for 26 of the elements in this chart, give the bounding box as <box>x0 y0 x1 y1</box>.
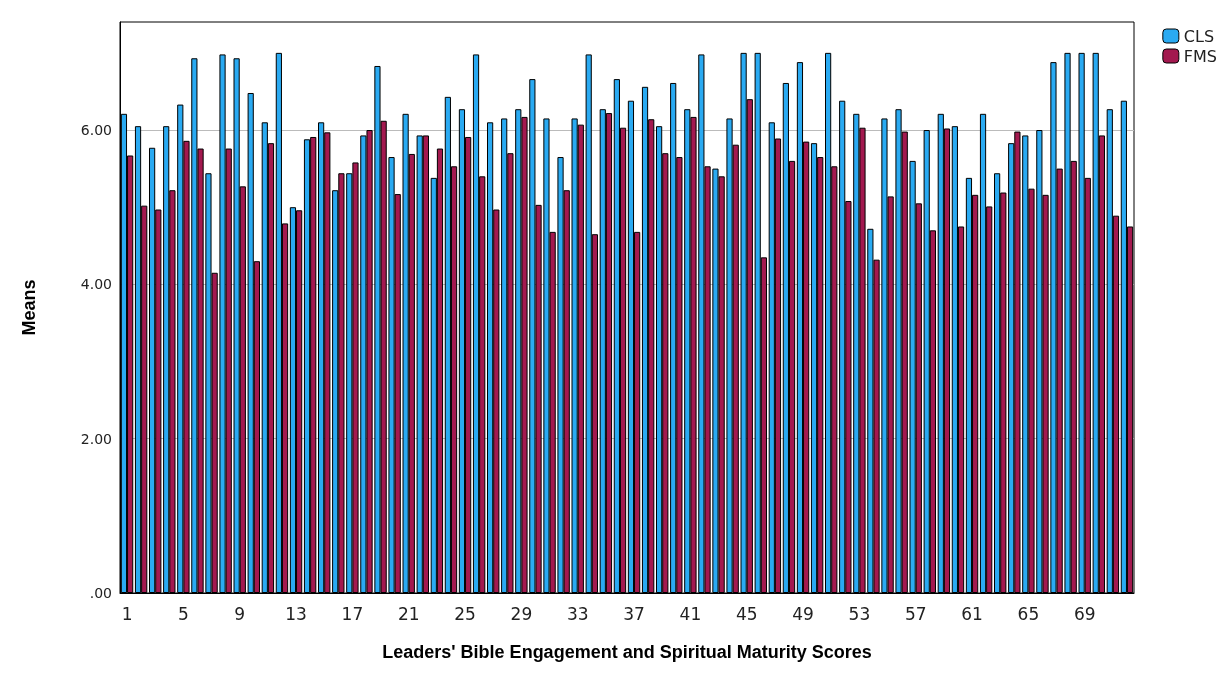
x-tick-label: 13 <box>285 603 307 624</box>
x-tick-label: 49 <box>792 603 814 624</box>
x-tick-label: 57 <box>904 603 927 624</box>
legend-label: FMS <box>1183 46 1218 66</box>
x-tick-label: 53 <box>848 603 871 624</box>
y-tick-label: 2.00 <box>80 430 112 447</box>
y-axis-title: Means <box>19 279 39 336</box>
x-tick-label: 37 <box>623 603 645 624</box>
x-tick-label: 65 <box>1017 603 1040 624</box>
y-tick-label: 4.00 <box>80 276 112 293</box>
legend-label: CLS <box>1183 26 1215 46</box>
y-tick-label: 6.00 <box>80 122 112 139</box>
x-tick-label: 9 <box>234 603 246 624</box>
x-tick-label: 61 <box>961 603 983 624</box>
x-tick-label: 69 <box>1073 603 1096 624</box>
x-axis-title: Leaders' Bible Engagement and Spiritual Maturity Scores <box>382 642 872 662</box>
x-tick-label: 17 <box>341 603 364 624</box>
x-tick-label: 21 <box>397 603 420 624</box>
x-tick-label: 5 <box>177 603 189 624</box>
x-tick-label: 1 <box>121 603 133 624</box>
x-tick-label: 41 <box>679 603 702 624</box>
y-tick-label: .00 <box>89 585 112 601</box>
x-tick-label: 45 <box>735 603 758 624</box>
x-tick-label: 29 <box>510 603 533 624</box>
x-tick-label: 33 <box>566 603 589 624</box>
x-tick-label: 25 <box>454 603 476 624</box>
